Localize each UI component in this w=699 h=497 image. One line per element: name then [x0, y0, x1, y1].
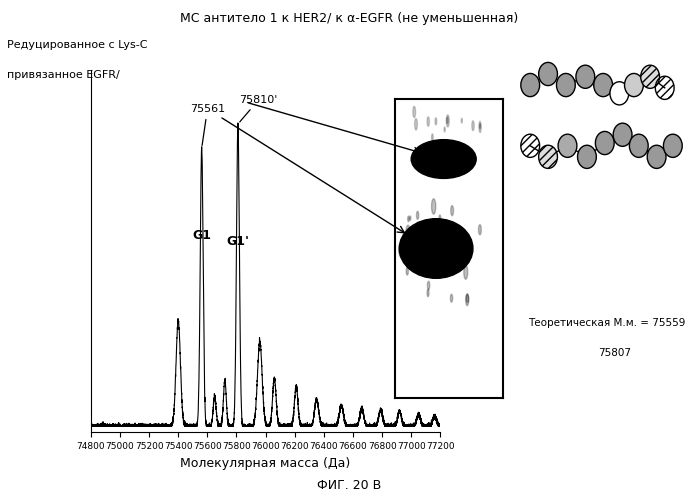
Ellipse shape [413, 106, 416, 118]
Ellipse shape [450, 294, 453, 302]
Ellipse shape [624, 74, 643, 96]
Ellipse shape [452, 225, 454, 233]
Ellipse shape [558, 134, 577, 158]
Ellipse shape [437, 252, 440, 264]
Ellipse shape [453, 240, 456, 253]
X-axis label: Молекулярная масса (Да): Молекулярная масса (Да) [180, 457, 351, 470]
Ellipse shape [410, 216, 411, 220]
Ellipse shape [411, 258, 415, 270]
Ellipse shape [629, 134, 648, 158]
Ellipse shape [479, 124, 481, 133]
Ellipse shape [443, 231, 447, 242]
Ellipse shape [406, 225, 410, 240]
Ellipse shape [472, 121, 474, 131]
Text: G1': G1' [226, 235, 250, 248]
Ellipse shape [427, 289, 429, 297]
Ellipse shape [451, 206, 454, 216]
Ellipse shape [439, 215, 441, 222]
Ellipse shape [447, 117, 448, 124]
Ellipse shape [479, 121, 481, 129]
Ellipse shape [479, 225, 482, 235]
Ellipse shape [427, 281, 430, 290]
Text: 75561: 75561 [190, 104, 225, 146]
Text: Редуцированное с Lys-C: Редуцированное с Lys-C [7, 40, 147, 50]
Ellipse shape [431, 199, 435, 214]
Ellipse shape [596, 131, 614, 155]
Ellipse shape [556, 74, 575, 96]
Ellipse shape [426, 234, 428, 242]
Ellipse shape [447, 115, 449, 127]
Ellipse shape [468, 242, 472, 256]
Ellipse shape [466, 294, 468, 303]
Ellipse shape [427, 117, 429, 126]
Text: ФИГ. 20 В: ФИГ. 20 В [317, 479, 382, 492]
Ellipse shape [399, 244, 403, 257]
Ellipse shape [641, 65, 660, 88]
Ellipse shape [417, 222, 418, 228]
Ellipse shape [610, 82, 628, 105]
Ellipse shape [411, 140, 476, 178]
Ellipse shape [521, 74, 540, 96]
Ellipse shape [431, 134, 433, 141]
Ellipse shape [444, 127, 445, 132]
Ellipse shape [461, 118, 462, 123]
Text: Теоретическая М.м. = 75559: Теоретическая М.м. = 75559 [528, 318, 685, 328]
Ellipse shape [464, 248, 466, 255]
Text: G1: G1 [192, 229, 211, 242]
Ellipse shape [613, 123, 632, 146]
Text: 75810': 75810' [240, 95, 278, 122]
Ellipse shape [466, 294, 469, 306]
Text: привязанное EGFR/: привязанное EGFR/ [7, 70, 120, 80]
Text: 75807: 75807 [598, 348, 630, 358]
Ellipse shape [539, 145, 557, 168]
Ellipse shape [576, 65, 595, 88]
Ellipse shape [408, 216, 409, 222]
Ellipse shape [435, 118, 437, 125]
Ellipse shape [593, 74, 612, 96]
Ellipse shape [406, 267, 408, 275]
Ellipse shape [417, 211, 419, 219]
Text: МС антитело 1 к HER2/ к α-EGFR (не уменьшенная): МС антитело 1 к HER2/ к α-EGFR (не умень… [180, 12, 519, 25]
Ellipse shape [647, 145, 666, 168]
Ellipse shape [577, 145, 596, 168]
Ellipse shape [663, 134, 682, 158]
Ellipse shape [539, 63, 557, 85]
Ellipse shape [399, 219, 473, 278]
Ellipse shape [463, 265, 468, 279]
Ellipse shape [415, 119, 417, 130]
